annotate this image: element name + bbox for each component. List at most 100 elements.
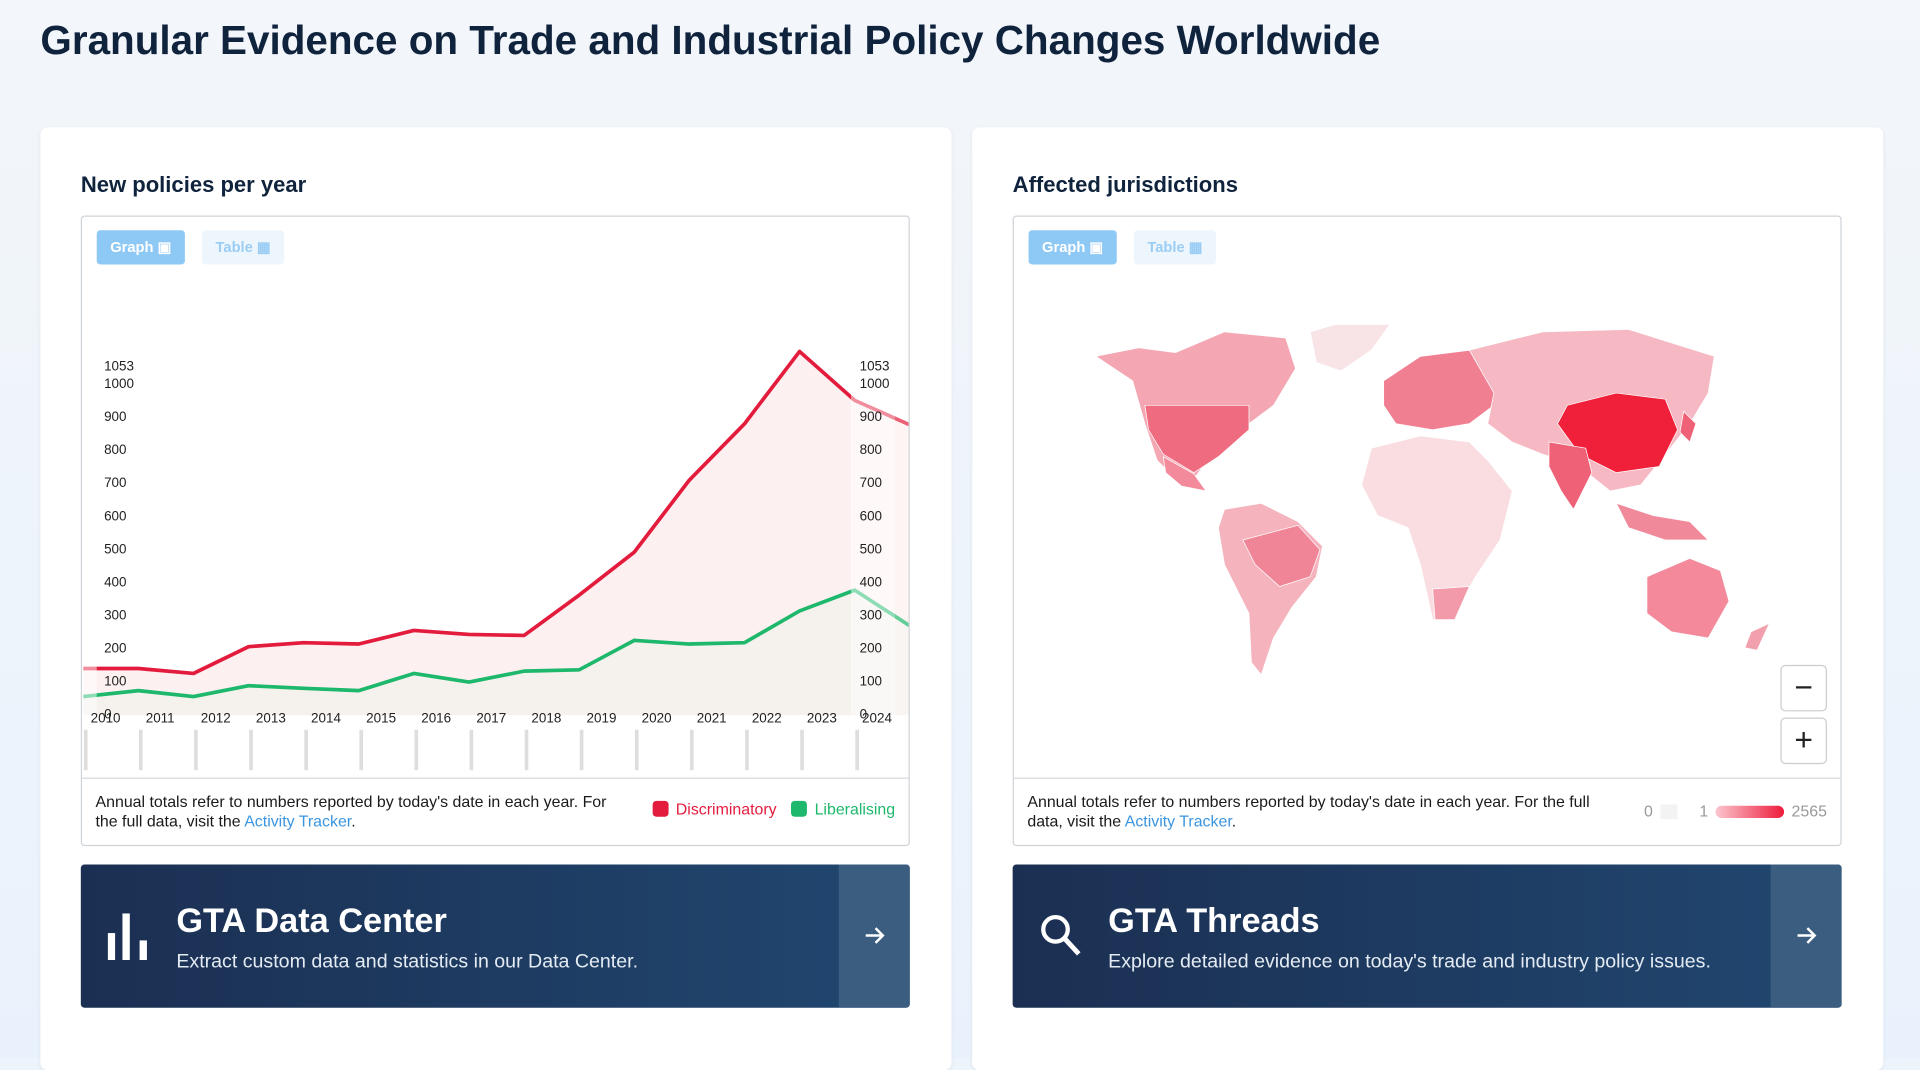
- x-tick-label: 2024: [862, 710, 892, 725]
- note-text: Annual totals refer to numbers reported …: [1027, 792, 1590, 831]
- legend-min: 0: [1644, 802, 1653, 821]
- y-tick-label: 800: [104, 442, 126, 457]
- y2-tick-label: 300: [860, 607, 882, 622]
- note-end: .: [1231, 811, 1237, 831]
- x-tick-label: 2022: [752, 710, 782, 725]
- legend-item[interactable]: Discriminatory: [652, 799, 777, 818]
- banner-title: GTA Data Center: [176, 901, 447, 940]
- table-tab[interactable]: Table ▦: [202, 230, 285, 265]
- legend-label: Liberalising: [814, 799, 896, 818]
- y-tick-label: 0: [104, 707, 111, 722]
- banner-description: Extract custom data and statistics in ou…: [176, 951, 639, 973]
- arrow-icon: [1797, 927, 1817, 944]
- map-legend: 0 1 2565: [1644, 802, 1827, 820]
- x-tick-label: 2013: [256, 710, 286, 725]
- y2-tick-label: 600: [860, 508, 882, 523]
- x-tick-label: 2014: [311, 710, 341, 725]
- card-title: Affected jurisdictions: [1012, 172, 1238, 198]
- x-tick-label: 2019: [587, 710, 617, 725]
- page-title: Granular Evidence on Trade and Industria…: [40, 17, 1381, 63]
- footer-divider: [82, 777, 909, 779]
- y2-tick-label: 200: [860, 641, 882, 656]
- y-tick-label: 100: [104, 674, 126, 689]
- note-end: .: [351, 811, 356, 831]
- zoom-in-button[interactable]: +: [1780, 717, 1827, 765]
- note-text: Annual totals refer to numbers reported …: [95, 792, 607, 831]
- footer-divider: [1013, 777, 1841, 779]
- series-area: [83, 351, 909, 716]
- legend-max: 2565: [1791, 802, 1827, 821]
- axis-fade: [895, 339, 909, 732]
- threads-banner[interactable]: GTA Threads Explore detailed evidence on…: [1012, 864, 1842, 1008]
- legend-swatch: [652, 800, 669, 817]
- chart: 0 0 100 100 200 200 300 300 400 400 500 500 600 600 70…: [82, 339, 909, 771]
- y2-tick-label: 900: [860, 409, 882, 424]
- x-tick-label: 2018: [531, 710, 561, 725]
- x-tick-label: 2021: [697, 710, 727, 725]
- arrow-button[interactable]: [1770, 864, 1842, 1008]
- graph-tab[interactable]: Graph ▣: [96, 230, 185, 265]
- zoom-out-button[interactable]: −: [1780, 664, 1827, 712]
- y2-tick-label: 500: [860, 541, 882, 556]
- x-tick-label: 2015: [366, 710, 396, 725]
- banner-description: Explore detailed evidence on today's tra…: [1108, 951, 1711, 973]
- x-tick-label: 2010: [91, 710, 121, 725]
- graph-tab[interactable]: Graph ▣: [1028, 230, 1117, 265]
- world-map: [1094, 324, 1771, 676]
- y2-tick-label: 700: [860, 475, 882, 490]
- jurisdictions-card: Affected jurisdictions: [972, 127, 1884, 1070]
- legend: Discriminatory Liberalising: [652, 799, 895, 818]
- chart-box: 0 0 100 100 200 200 300 300 400 400 500 500 600 600 70…: [80, 215, 910, 847]
- arrow-button[interactable]: [838, 864, 910, 1008]
- series-area: [83, 590, 909, 716]
- y2-tick-label: 1053: [860, 359, 890, 374]
- x-tick-label: 2012: [201, 710, 231, 725]
- x-tick-label: 2023: [807, 710, 837, 725]
- x-tick-label: 2020: [642, 710, 672, 725]
- legend-low: 1: [1699, 802, 1709, 821]
- data-center-banner[interactable]: GTA Data Center Extract custom data and …: [80, 864, 910, 1008]
- search-icon: [1041, 915, 1081, 956]
- table-tab[interactable]: Table ▦: [1133, 230, 1217, 265]
- y2-tick-label: 800: [860, 442, 882, 457]
- y2-tick-label: 0: [860, 707, 867, 722]
- y2-tick-label: 400: [860, 574, 882, 589]
- axis-fade: [851, 339, 896, 732]
- activity-tracker-link[interactable]: Activity Tracker: [1124, 811, 1232, 831]
- legend-swatch: [791, 800, 808, 817]
- policies-card: New policies per year 0 0 100 100 200 200 300 3…: [40, 127, 952, 1070]
- bar-icon: [107, 913, 147, 961]
- tab-label: Graph: [110, 238, 154, 256]
- banner-title: GTA Threads: [1108, 901, 1320, 940]
- footnote: Annual totals refer to numbers reported …: [96, 792, 623, 831]
- y2-tick-label: 100: [860, 674, 882, 689]
- map-box: Graph ▣ Table ▦ − + Annual totals refer …: [1012, 215, 1842, 847]
- y-tick-label: 1000: [104, 376, 134, 391]
- series-line: [83, 588, 909, 699]
- axis-fade: [82, 339, 97, 732]
- y-tick-label: 900: [104, 409, 126, 424]
- tab-label: Graph: [1042, 238, 1086, 256]
- series-line: [83, 349, 909, 676]
- y-tick-label: 700: [104, 475, 126, 490]
- x-tick-label: 2016: [421, 710, 451, 725]
- activity-tracker-link[interactable]: Activity Tracker: [244, 811, 352, 831]
- legend-zero-swatch: [1660, 803, 1678, 819]
- y-tick-label: 200: [104, 641, 126, 656]
- legend-gradient: [1715, 805, 1785, 818]
- y2-tick-label: 1000: [860, 376, 890, 391]
- legend-label: Discriminatory: [675, 799, 777, 818]
- tab-label: Table: [1147, 238, 1185, 256]
- y-tick-label: 500: [104, 541, 126, 556]
- legend-item[interactable]: Liberalising: [791, 800, 895, 818]
- tab-label: Table: [215, 238, 253, 256]
- card-title: New policies per year: [80, 172, 307, 198]
- footnote: Annual totals refer to numbers reported …: [1027, 792, 1615, 831]
- arrow-icon: [865, 927, 885, 944]
- y-tick-label: 300: [104, 607, 126, 622]
- y-tick-label: 400: [104, 574, 126, 589]
- y-tick-label: 1053: [104, 359, 134, 374]
- y-tick-label: 600: [104, 508, 126, 523]
- x-tick-label: 2017: [476, 710, 506, 725]
